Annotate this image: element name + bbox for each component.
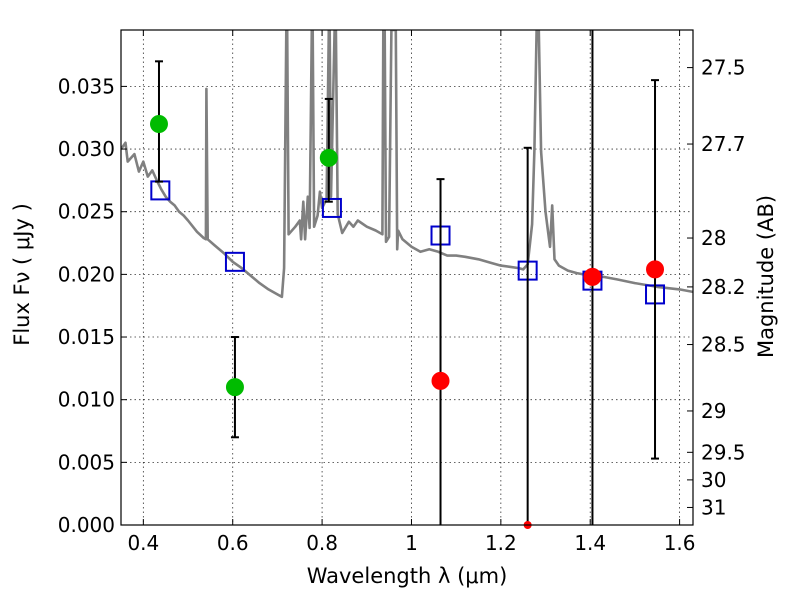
- y-tick-label: 0.030: [58, 137, 115, 161]
- tick-layer: 0.4 0.6 0.8 1 1.2 1.4 1.6 0.000 0.005 0.010 0.015 0…: [58, 30, 746, 555]
- model-photometry-square: [321, 197, 342, 218]
- spectrum-layer: [121, 30, 693, 299]
- y2-tick-label: 31: [701, 495, 726, 519]
- y-tick-label: 0.000: [58, 513, 115, 537]
- y2-tick-label: 30: [701, 468, 726, 492]
- x-tick-label: 1.4: [574, 531, 606, 555]
- y-tick-label: 0.035: [58, 74, 115, 98]
- green-data-point: [319, 148, 338, 167]
- model-spectrum-line: [121, 30, 693, 299]
- red-data-point: [646, 260, 665, 279]
- y-tick-label: 0.015: [58, 325, 115, 349]
- green-data-point: [149, 114, 168, 133]
- y2-tick-label: 28: [701, 226, 726, 250]
- marker-layer: [149, 30, 666, 529]
- grid-layer: [121, 30, 693, 526]
- y2-tick-label: 27.7: [701, 132, 746, 156]
- y-tick-label: 0.025: [58, 200, 115, 224]
- plot-frame: [120, 29, 694, 526]
- x-tick-label: 1.2: [485, 531, 517, 555]
- y-axis-label: Flux Fν ( μJy ): [10, 203, 34, 346]
- green-data-point: [225, 378, 244, 397]
- red-data-point: [583, 267, 602, 286]
- y2-tick-label: 28.2: [701, 275, 746, 299]
- y-tick-label: 0.010: [58, 388, 115, 412]
- x-tick-label: 0.8: [306, 531, 338, 555]
- x-axis-label: Wavelength λ (μm): [307, 564, 508, 588]
- y2-tick-label: 29.5: [701, 440, 746, 464]
- y2-axis-label: Magnitude (AB): [754, 195, 778, 358]
- y2-tick-label: 28.5: [701, 333, 746, 357]
- x-tick-label: 1.6: [664, 531, 696, 555]
- y-tick-label: 0.005: [58, 450, 115, 474]
- y-tick-label: 0.020: [58, 262, 115, 286]
- y2-tick-label: 29: [701, 399, 726, 423]
- red-data-point: [431, 371, 450, 390]
- y2-tick-label: 27.5: [701, 56, 746, 80]
- x-tick-label: 0.6: [217, 531, 249, 555]
- model-photometry-square: [224, 251, 245, 272]
- x-tick-label: 0.4: [127, 531, 159, 555]
- x-tick-label: 1: [405, 531, 418, 555]
